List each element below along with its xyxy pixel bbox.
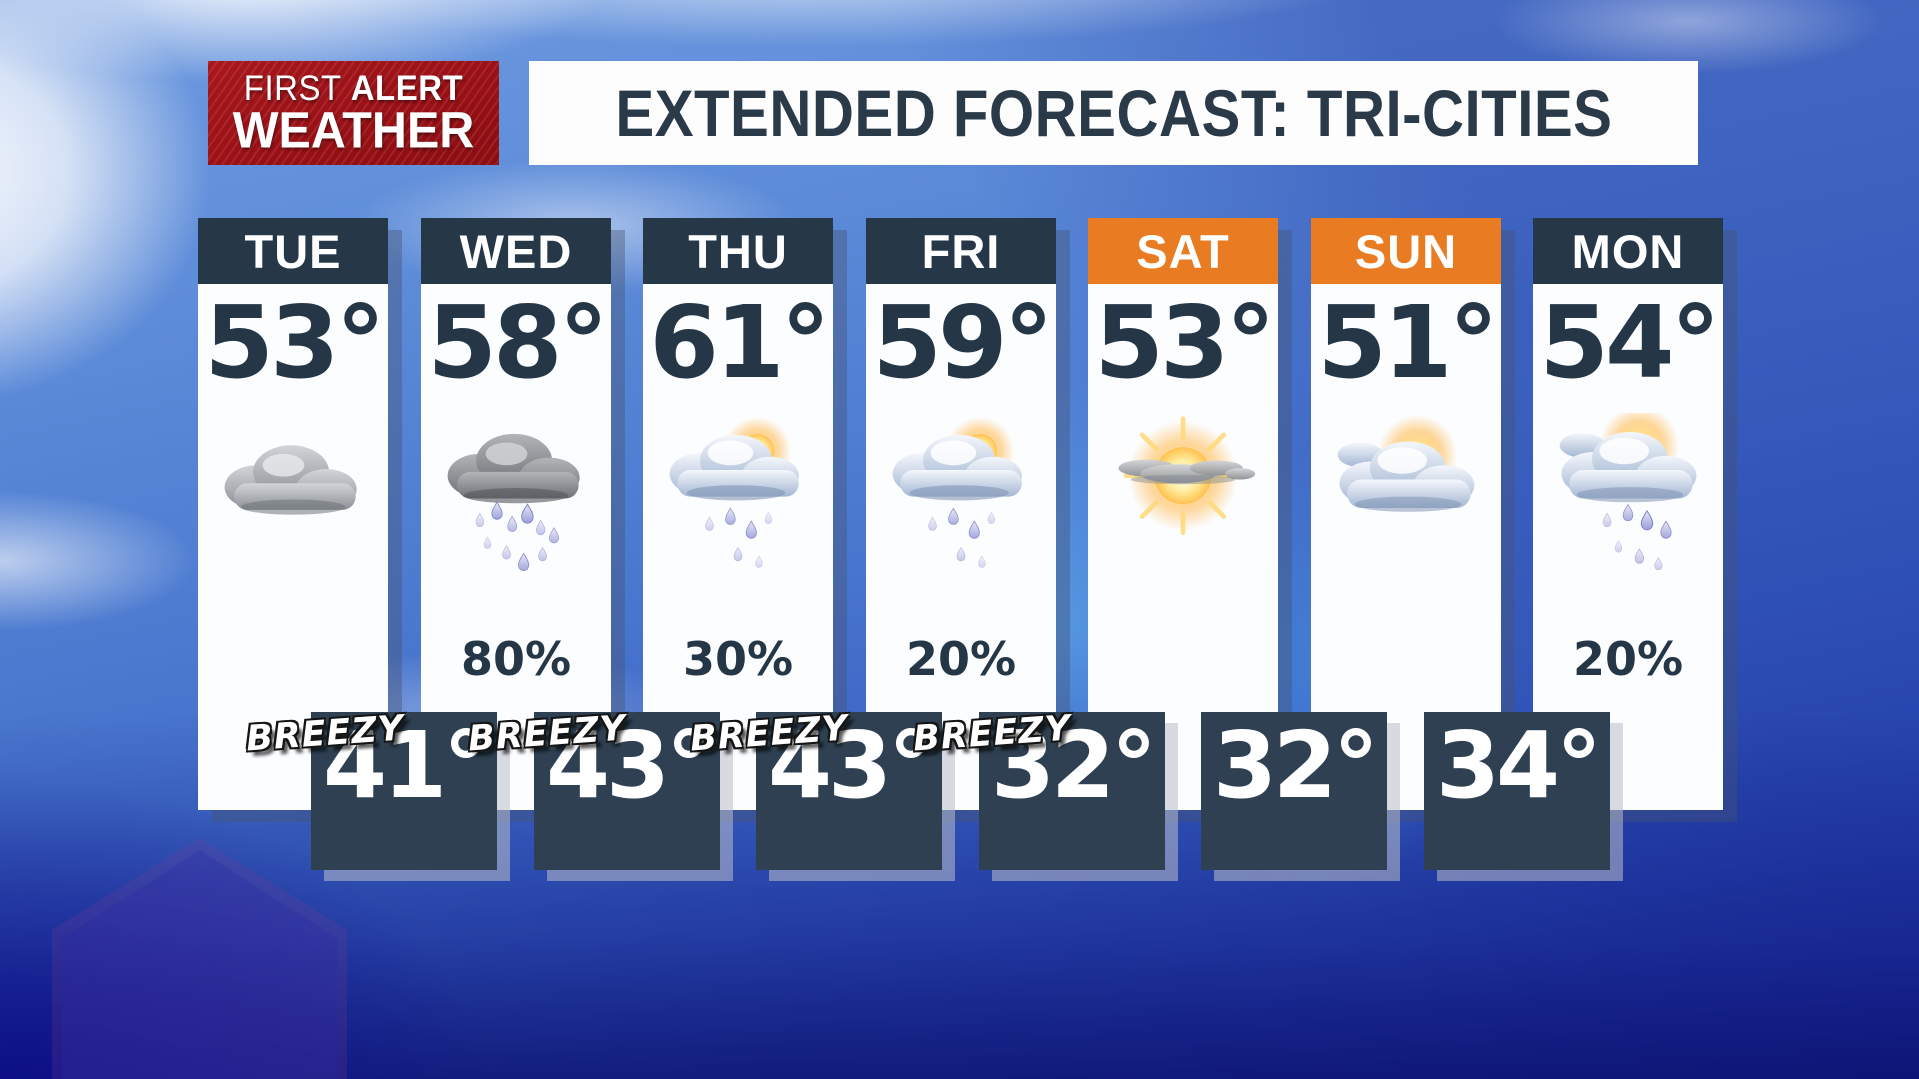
icon-slot	[1088, 412, 1278, 604]
day-body: 53°	[198, 284, 388, 810]
low-temperature-box: 43°	[534, 712, 720, 870]
logo-line1: FIRST ALERT	[244, 69, 463, 105]
first-alert-weather-logo: FIRST ALERT WEATHER	[208, 61, 499, 165]
low-temperature: 32°	[990, 712, 1157, 819]
low-temperature-box: 32°	[1201, 712, 1387, 870]
partly-sunny-rain-icon	[1533, 412, 1723, 604]
day-header: FRI	[866, 218, 1056, 284]
low-temperature-box: 34°	[1424, 712, 1610, 870]
icon-slot	[643, 412, 833, 604]
low-temperature: 32°	[1212, 712, 1379, 819]
logo-weather-text: WEATHER	[232, 100, 475, 159]
low-temperature: 41°	[322, 712, 489, 819]
precip-chance: 20%	[1572, 632, 1684, 686]
precip-chance: 30%	[682, 632, 794, 686]
precip-chance: 80%	[460, 632, 572, 686]
low-temperature-box: 32°	[979, 712, 1165, 870]
logo-alert-text: ALERT	[350, 67, 464, 107]
icon-slot	[1533, 412, 1723, 604]
rain-icon	[421, 412, 611, 604]
icon-slot	[421, 412, 611, 604]
mostly-sunny-icon	[1088, 412, 1278, 604]
low-temperature-box: 43°	[756, 712, 942, 870]
icon-slot	[1311, 412, 1501, 604]
icon-slot	[866, 412, 1056, 604]
day-header: TUE	[198, 218, 388, 284]
low-temperature-box: 41°	[311, 712, 497, 870]
high-temperature: 61°	[649, 284, 830, 401]
high-temperature: 58°	[427, 284, 608, 401]
cloudy-icon	[198, 412, 388, 604]
logo-first-text: FIRST	[243, 67, 342, 107]
page-title: EXTENDED FORECAST: TRI-CITIES	[614, 76, 1613, 150]
precip-chance: 20%	[905, 632, 1017, 686]
forecast-column-tue: TUE 53°	[198, 218, 388, 810]
high-temperature: 51°	[1317, 284, 1498, 401]
partly-sunny-icon	[1311, 412, 1501, 604]
high-temperature: 59°	[872, 284, 1053, 401]
high-temperature: 53°	[1094, 284, 1275, 401]
day-header: THU	[643, 218, 833, 284]
low-temperature: 43°	[767, 712, 934, 819]
title-banner: EXTENDED FORECAST: TRI-CITIES	[529, 61, 1698, 165]
low-temperature: 43°	[545, 712, 712, 819]
sun-cloud-rain-icon	[643, 412, 833, 604]
day-header: MON	[1533, 218, 1723, 284]
high-temperature: 54°	[1539, 284, 1720, 401]
icon-slot	[198, 412, 388, 604]
sun-cloud-rain-icon	[866, 412, 1056, 604]
low-temperature: 34°	[1435, 712, 1602, 819]
day-header: WED	[421, 218, 611, 284]
day-header: SAT	[1088, 218, 1278, 284]
day-header: SUN	[1311, 218, 1501, 284]
high-temperature: 53°	[204, 284, 385, 401]
